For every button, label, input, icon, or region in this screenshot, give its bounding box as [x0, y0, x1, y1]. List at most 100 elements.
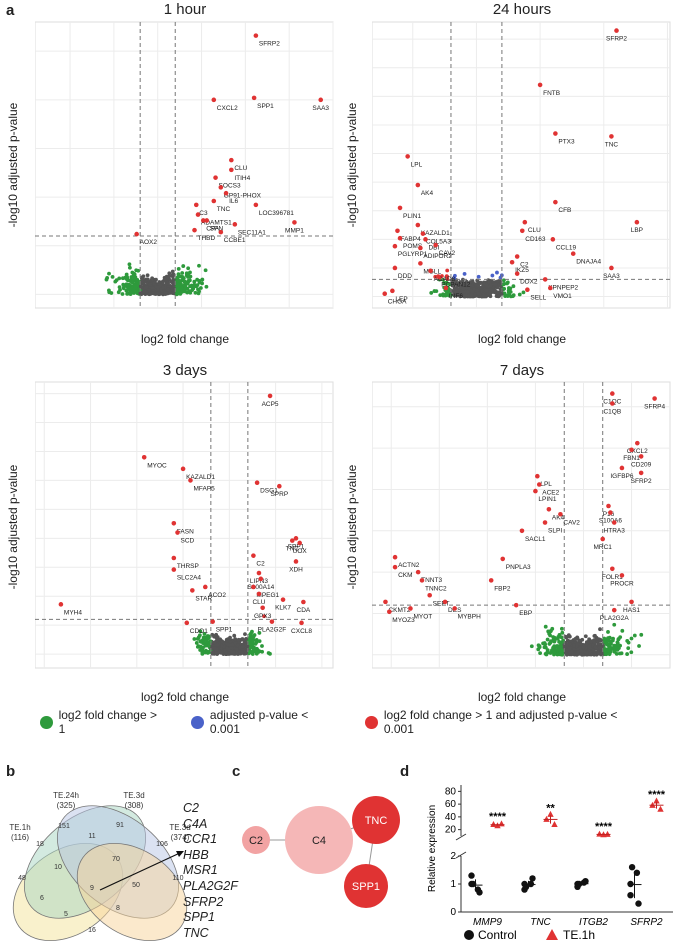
- labeled-point: [223, 190, 229, 196]
- labeled-point: [171, 520, 177, 526]
- network-node-spp1: [344, 864, 388, 908]
- data-point: [214, 651, 218, 655]
- gene-label: ADIPOR2: [423, 253, 452, 260]
- panel-letter-c: c: [232, 763, 241, 780]
- labeled-point: [419, 578, 425, 583]
- data-point: [176, 288, 181, 293]
- network-node-label: C2: [249, 835, 263, 847]
- data-point: [445, 274, 450, 279]
- axis-break: [455, 833, 467, 841]
- gene-label: SELL: [530, 295, 546, 302]
- venn-set-name: TE.1h: [9, 823, 30, 832]
- gene-label: SACL1: [525, 536, 546, 543]
- data-point: [188, 284, 192, 289]
- labeled-point: [509, 259, 515, 265]
- data-point: [207, 644, 212, 648]
- data-point: [204, 284, 209, 289]
- data-point: [186, 278, 191, 283]
- venn-set-count: (374): [171, 833, 190, 842]
- labeled-point: [427, 592, 432, 598]
- data-point: [593, 633, 597, 638]
- gene-label: LOC396781: [259, 210, 294, 217]
- gene-label: TNC: [217, 206, 231, 213]
- gene-label: C2: [520, 262, 529, 269]
- data-point: [445, 268, 450, 273]
- labeled-point: [652, 396, 657, 401]
- labeled-point: [254, 480, 260, 486]
- data-point: [438, 293, 443, 298]
- data-point: [629, 650, 634, 655]
- gene-label: CDO1: [190, 628, 208, 635]
- gene-label: GPX3: [254, 613, 272, 620]
- data-point: [181, 264, 186, 268]
- gene-label: SEC11A1: [238, 229, 266, 236]
- gene-label: DBI: [428, 244, 439, 251]
- data-point: [459, 293, 464, 298]
- gene-label: CD163: [525, 236, 546, 243]
- data-point: [158, 282, 163, 287]
- data-point: [581, 645, 586, 650]
- data-point: [232, 633, 237, 638]
- data-point: [113, 279, 118, 284]
- data-point: [556, 635, 561, 639]
- gene-label: INF6: [449, 293, 463, 300]
- plot-area: [372, 21, 671, 309]
- labeled-point: [392, 564, 398, 570]
- gene-label: IKZ5: [515, 267, 529, 274]
- gene-label: ACP5: [262, 401, 279, 408]
- gene-label: SEPT: [433, 600, 450, 607]
- labeled-point: [260, 605, 265, 611]
- data-point: [552, 650, 557, 655]
- data-point: [233, 637, 238, 642]
- data-point: [182, 279, 187, 284]
- labeled-point: [405, 154, 410, 159]
- labeled-point: [301, 599, 306, 605]
- venn-region-count: 151: [58, 823, 70, 830]
- data-point: [609, 639, 613, 644]
- labeled-point: [251, 584, 256, 590]
- venn-set-count: (116): [11, 833, 29, 842]
- gene-label: CAV2: [439, 250, 456, 257]
- y-tick-label: 80: [445, 786, 457, 797]
- labeled-point: [293, 559, 299, 564]
- labeled-point: [610, 566, 615, 572]
- data-point: [156, 291, 161, 296]
- gene-label: CD209: [631, 461, 652, 468]
- venn-set-name: TE.3d: [169, 823, 190, 832]
- labeled-point: [253, 202, 259, 208]
- volcano-24h: -2.502.557.5010203040SFRP2FNTBPTX3TNCLPL…: [372, 21, 671, 309]
- labeled-point: [619, 573, 625, 578]
- data-point: [127, 262, 132, 267]
- gene-label: CCBE1: [224, 237, 246, 244]
- data-point: [461, 277, 465, 282]
- gene-label: TNNT3: [421, 577, 442, 584]
- data-point: [150, 276, 155, 281]
- gene-label: KLK7: [275, 605, 291, 612]
- data-point: [608, 646, 613, 650]
- data-point: [117, 285, 122, 290]
- gene-label: MYBPH: [458, 613, 481, 620]
- labeled-point: [397, 235, 403, 241]
- significance-label: ****: [648, 789, 666, 801]
- data-point: [203, 643, 208, 648]
- data-point: [248, 645, 253, 650]
- venn-region-count: 91: [116, 822, 124, 829]
- plot-area: [35, 381, 334, 669]
- labeled-point: [229, 157, 234, 163]
- data-point: [614, 651, 619, 656]
- data-point: [598, 645, 603, 650]
- data-point: [476, 274, 481, 279]
- labeled-point: [638, 470, 644, 476]
- labeled-point: [638, 454, 644, 459]
- volcano-1h-title: 1 hour: [163, 1, 207, 18]
- gene-label: THBD: [198, 235, 216, 242]
- gene-label: COL5A3: [426, 239, 451, 246]
- labeled-point: [387, 609, 392, 615]
- gene-label: CAV2: [563, 519, 580, 526]
- control-point: [529, 875, 536, 882]
- labeled-point: [202, 584, 208, 590]
- gene-label: PCPAN12: [441, 282, 471, 289]
- data-point: [612, 645, 617, 649]
- volcano-1h-xlabel: log2 fold change: [140, 332, 230, 346]
- gene-label: MFAP5: [193, 485, 215, 492]
